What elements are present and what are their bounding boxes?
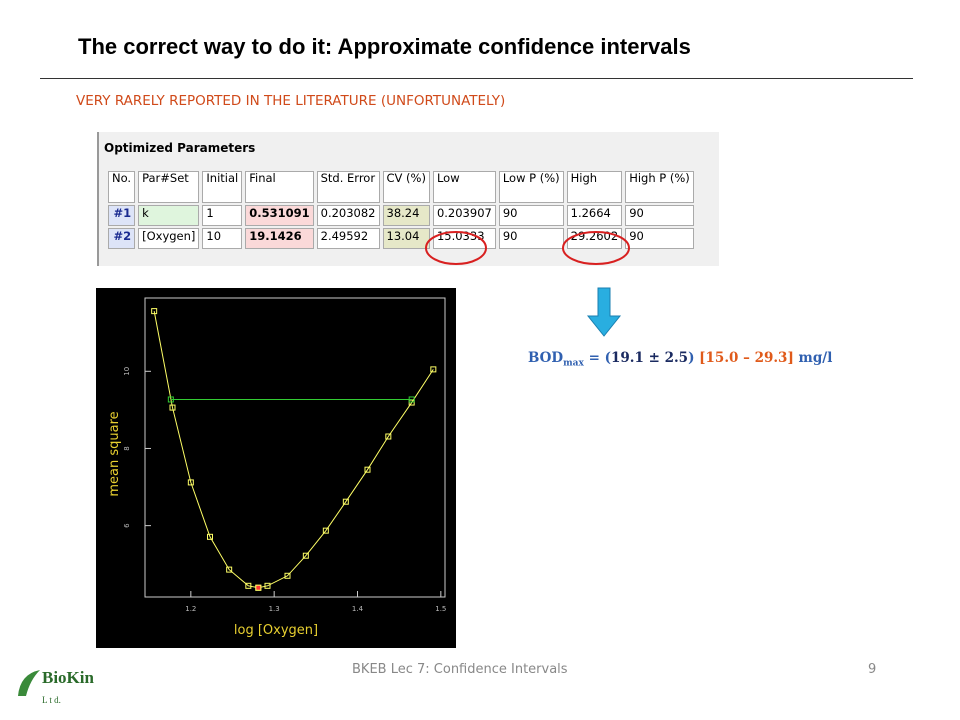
y-tick-label: 10 (123, 367, 131, 376)
cell: 2.49592 (316, 228, 380, 249)
point (302, 552, 309, 559)
cell: 90 (625, 205, 694, 226)
column-header: High (566, 171, 623, 203)
result-text: = ( (588, 350, 611, 366)
point (408, 396, 415, 403)
cell: 90 (498, 228, 564, 249)
result-interval: [15.0 – 29.3] (699, 350, 794, 366)
result-text: ) (688, 350, 695, 366)
chart-bg (96, 288, 456, 648)
y-tick-label: 6 (123, 523, 131, 528)
column-header: No. (108, 171, 136, 203)
x-tick-label: 1.3 (269, 605, 280, 613)
column-header: Std. Error (316, 171, 380, 203)
title: The correct way to do it: Approximate co… (78, 34, 691, 59)
table-caption: Optimized Parameters (104, 141, 256, 155)
highlight-ellipse (425, 231, 487, 265)
logo-text: BioKin (42, 668, 94, 687)
logo-sub: L t d. (42, 695, 61, 705)
cell: [Oxygen] (138, 228, 200, 249)
point (169, 404, 176, 411)
point (408, 399, 415, 406)
cell: 13.04 (382, 228, 430, 249)
point (342, 498, 349, 505)
highlight-ellipse (562, 231, 630, 265)
result-value: 19.1 ± 2.5 (610, 350, 689, 366)
result-sub: max (563, 358, 584, 369)
point (255, 584, 262, 591)
column-header: Par#Set (138, 171, 200, 203)
table: No. Par#Set Initial Final Std. Error CV (%) Lo… (105, 169, 697, 251)
x-tick-label: 1.2 (185, 605, 196, 613)
point (245, 582, 252, 589)
point (430, 366, 437, 373)
x-label: log [Oxygen] (234, 623, 318, 638)
x-tick-label: 1.4 (352, 605, 364, 613)
column-header: Low P (%) (498, 171, 564, 203)
line (153, 311, 434, 589)
plot-frame (144, 297, 446, 598)
point (364, 466, 371, 473)
point (385, 433, 392, 440)
cell: #2 (108, 228, 136, 249)
cell: 0.203082 (316, 205, 380, 226)
arrow (586, 287, 622, 337)
cell: 90 (625, 228, 694, 249)
cell: 1 (202, 205, 243, 226)
point (284, 572, 291, 579)
point (322, 527, 329, 534)
y-label: mean square (107, 411, 122, 496)
point (264, 582, 271, 589)
point (167, 396, 174, 403)
x-tick-label: 1.5 (435, 605, 446, 613)
row: #2 [Oxygen] 10 19.1426 2.49592 13.04 15.0333 90… (108, 228, 694, 249)
result-text: BOD (528, 350, 564, 366)
cell: 90 (498, 205, 564, 226)
subtitle: VERY RARELY REPORTED IN THE LITERATURE (… (76, 93, 506, 109)
page-number: 9 (868, 662, 877, 677)
result: BODmax = (19.1 ± 2.5) [15.0 – 29.3] mg/l (528, 350, 832, 369)
result-text: mg/l (798, 350, 833, 366)
table-panel: Optimized Parameters No. Par#Set Initial Fi… (97, 132, 719, 266)
point (187, 479, 194, 486)
cell: 1.2664 (566, 205, 623, 226)
column-header: Low (432, 171, 496, 203)
point (207, 533, 213, 540)
cell: 0.203907 (432, 205, 496, 226)
column-header: Initial (202, 171, 243, 203)
point (226, 566, 233, 573)
cell: #1 (108, 205, 136, 226)
column-header: CV (%) (382, 171, 430, 203)
chart: log [Oxygen] mean square 1.2 1.3 1.4 1.5 6 8 1… (96, 288, 456, 648)
cell: k (138, 205, 200, 226)
point (151, 308, 158, 315)
column-header: High P (%) (625, 171, 694, 203)
cell: 38.24 (382, 205, 430, 226)
logo-icon (18, 670, 40, 696)
cell: 0.531091 (245, 205, 314, 226)
footer: BKEB Lec 7: Confidence Intervals (352, 662, 568, 677)
row: #1 k 1 0.531091 0.203082 38.24 0.203907 90 1.266… (108, 205, 694, 226)
logo: BioKin L t d. (16, 668, 94, 707)
rule (40, 78, 913, 79)
column-header: Final (245, 171, 314, 203)
header-row: No. Par#Set Initial Final Std. Error CV (%) Lo… (108, 171, 694, 203)
cell: 19.1426 (245, 228, 314, 249)
y-tick-label: 8 (123, 446, 131, 450)
cell: 10 (202, 228, 243, 249)
